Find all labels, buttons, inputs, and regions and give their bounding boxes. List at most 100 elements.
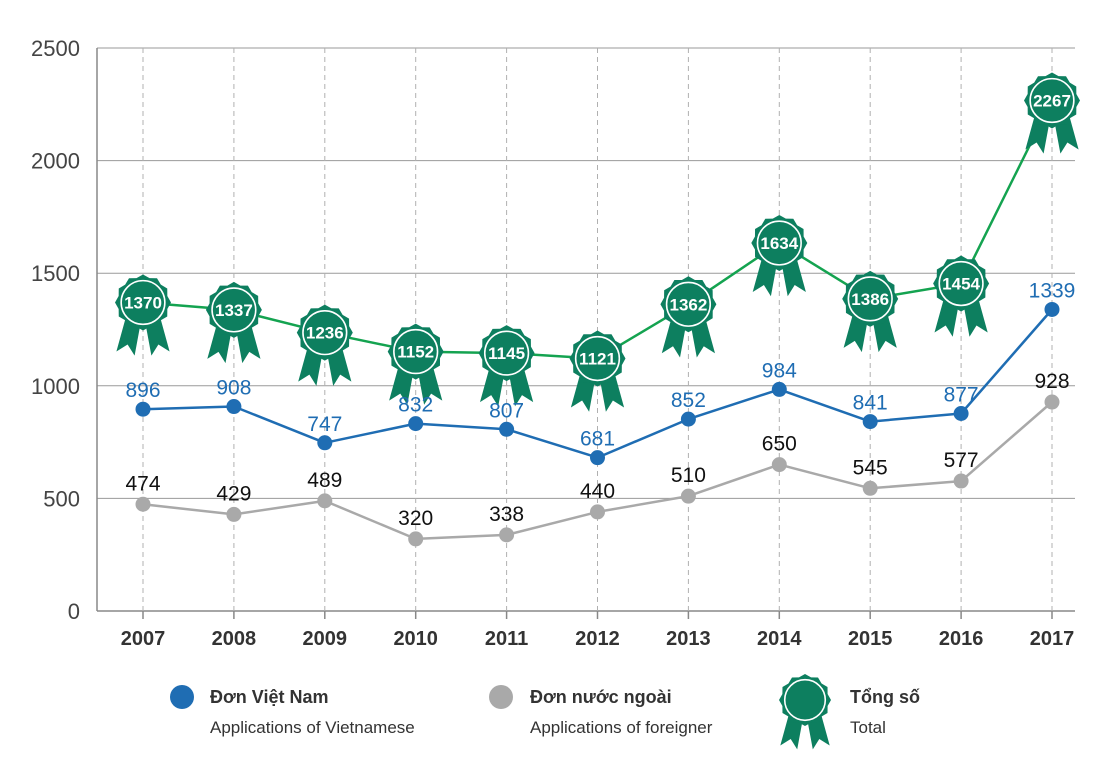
label-total-2009: 1236	[306, 324, 344, 343]
legend-rosette	[779, 674, 831, 750]
point-vietnamese-2016	[953, 405, 969, 421]
rosette-total-2013	[660, 276, 717, 358]
point-foreigner-2012	[590, 504, 605, 520]
x-tick-2011: 2011	[485, 628, 528, 650]
rosette-total-2007	[115, 274, 171, 356]
rosette-total-2009-badge-ring	[302, 310, 348, 356]
label-foreigner-2011: 338	[489, 503, 524, 526]
label-vietnamese-2012: 681	[580, 428, 615, 451]
point-foreigner-2007	[135, 496, 151, 512]
rosette-total-2009	[296, 304, 353, 386]
legend-item-vietnamese: Đơn Việt Nam Applications of Vietnamese	[170, 685, 415, 737]
label-total-2015: 1386	[851, 290, 889, 309]
y-axis-tick-labels: 0 500 1000 1500 2000 2500	[31, 36, 80, 624]
rosette-total-2017-badge-ring	[1029, 77, 1075, 124]
x-tick-2015: 2015	[848, 628, 893, 650]
rosette-total-2010	[387, 323, 444, 405]
point-vietnamese-2007	[135, 401, 151, 417]
label-foreigner-2014: 650	[762, 433, 797, 456]
y-tick-500: 500	[43, 486, 80, 511]
data-labels: 896 908 747 832 807 681 852 984 841 877 1339 474 429…	[124, 91, 1075, 529]
label-foreigner-2015: 545	[853, 456, 888, 479]
label-vietnamese-2014: 984	[762, 359, 797, 382]
rosette-total-2016	[933, 255, 990, 337]
label-vietnamese-2017: 1339	[1029, 279, 1076, 302]
label-total-2008: 1337	[215, 301, 253, 320]
legend-rosette-badge	[779, 674, 831, 726]
point-foreigner-2016	[953, 473, 969, 489]
rosette-total-2016-badge-ring	[938, 260, 984, 307]
point-vietnamese-2009	[317, 435, 333, 451]
point-vietnamese-2008	[226, 399, 242, 415]
legend: Đơn Việt Nam Applications of Vietnamese …	[170, 674, 920, 750]
rosette-total-2017	[1024, 72, 1080, 154]
point-foreigner-2013	[680, 488, 696, 504]
x-tick-2016: 2016	[939, 628, 984, 650]
legend-rosette-icon	[779, 674, 831, 750]
rosette-total-2014-badge	[751, 215, 808, 272]
point-vietnamese-2014	[771, 381, 787, 397]
legend-marker-foreigner	[489, 685, 513, 709]
y-tick-1000: 1000	[31, 374, 80, 399]
label-foreigner-2012: 440	[580, 480, 615, 503]
label-total-2011: 1145	[488, 344, 525, 363]
y-tick-2000: 2000	[31, 149, 80, 174]
x-tick-2012: 2012	[575, 628, 620, 650]
rosette-total-2011-badge	[478, 325, 535, 382]
rosette-total-2008-badge	[205, 281, 262, 338]
x-tick-2007: 2007	[121, 628, 166, 650]
label-total-2017: 2267	[1033, 91, 1071, 110]
label-foreigner-2007: 474	[125, 472, 160, 495]
point-vietnamese-2017	[1044, 301, 1060, 317]
label-vietnamese-2016: 877	[944, 383, 979, 406]
label-total-2014: 1634	[760, 234, 798, 253]
point-foreigner-2010	[408, 531, 424, 547]
label-foreigner-2013: 510	[671, 464, 706, 487]
x-axis-tick-labels: 2007 2008 2009 2010 2011 2012 2013 2014 2015 2016…	[121, 628, 1075, 650]
rosette-total-2008-badge-ring	[211, 287, 257, 333]
point-foreigner-2017	[1044, 394, 1060, 410]
legend-sublabel-total: Total	[850, 718, 886, 737]
rosette-total-2014	[751, 215, 808, 297]
x-tick-2008: 2008	[212, 628, 257, 650]
label-vietnamese-2013: 852	[671, 389, 706, 412]
point-foreigner-2009	[317, 493, 333, 509]
rosette-total-2016-badge	[933, 255, 990, 312]
label-total-2012: 1121	[579, 350, 616, 369]
point-vietnamese-2013	[680, 411, 696, 427]
rosette-total-2012-badge	[569, 330, 626, 387]
rosette-total-2007-badge	[115, 274, 171, 331]
legend-label-vietnamese: Đơn Việt Nam	[210, 687, 329, 707]
legend-label-foreigner: Đơn nước ngoài	[530, 687, 672, 707]
label-foreigner-2016: 577	[944, 449, 979, 472]
legend-marker-vietnamese	[170, 685, 194, 709]
point-foreigner-2015	[862, 480, 878, 496]
rosette-total-2011-badge-ring	[483, 330, 530, 376]
x-tick-2014: 2014	[757, 628, 802, 650]
rosette-total-2010-badge-ring	[393, 328, 439, 375]
legend-sublabel-foreigner: Applications of foreigner	[530, 718, 713, 737]
y-tick-0: 0	[68, 599, 80, 624]
x-tick-2010: 2010	[393, 628, 438, 650]
legend-label-total: Tổng số	[850, 687, 920, 707]
label-foreigner-2008: 429	[216, 482, 251, 505]
point-vietnamese-2012	[590, 450, 605, 466]
legend-sublabel-vietnamese: Applications of Vietnamese	[210, 718, 415, 737]
label-total-2013: 1362	[669, 295, 707, 314]
label-foreigner-2009: 489	[307, 469, 342, 492]
rosette-total-2011	[478, 325, 535, 407]
rosette-total-2012-badge-ring	[574, 335, 621, 382]
rosette-total-2015-badge	[842, 270, 899, 327]
rosette-total-2013-badge-ring	[665, 281, 712, 327]
rosette-total-2010-badge	[387, 323, 444, 380]
x-tick-2017: 2017	[1030, 628, 1075, 650]
label-foreigner-2017: 928	[1034, 370, 1069, 393]
series-points	[115, 72, 1080, 547]
point-foreigner-2014	[771, 457, 787, 473]
label-vietnamese-2010: 832	[398, 394, 433, 417]
label-vietnamese-2009: 747	[307, 413, 342, 436]
point-vietnamese-2010	[408, 416, 424, 432]
point-foreigner-2008	[226, 506, 242, 522]
label-total-2007: 1370	[124, 293, 162, 312]
y-tick-2500: 2500	[31, 36, 80, 61]
